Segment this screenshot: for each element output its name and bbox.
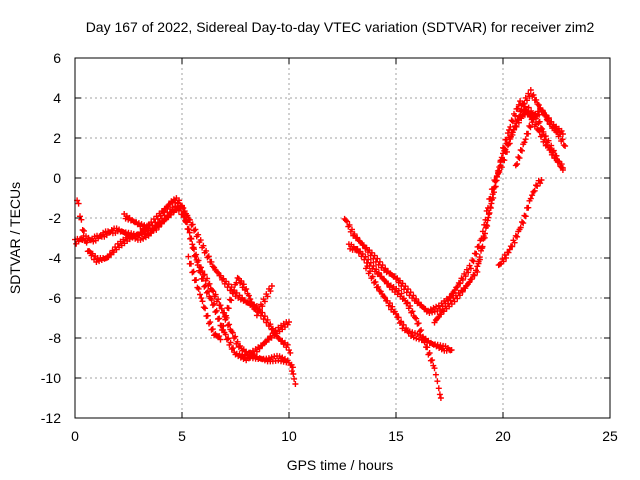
series-markers (512, 105, 569, 169)
y-tick-label: -8 (49, 330, 62, 346)
series-arc-3 (121, 200, 292, 364)
series-arc-4 (185, 253, 275, 343)
y-tick-label: -12 (41, 410, 61, 426)
y-tick-label: 4 (53, 90, 61, 106)
series-arc-7 (363, 263, 455, 354)
plot-frame (74, 57, 611, 419)
y-tick-label: 0 (53, 170, 61, 186)
x-tick-label: 0 (71, 428, 79, 444)
series-markers (363, 263, 455, 354)
x-tick-label: 15 (388, 428, 404, 444)
series-arc-9 (474, 98, 566, 270)
axis-ticks: 0 5 10 15 20 25 -12 -10 -8 -6 -4 -2 0 2 4 6 (41, 50, 618, 444)
series-markers (495, 177, 545, 269)
y-axis-label: SDTVAR / TECUs (7, 182, 23, 294)
x-tick-label: 25 (602, 428, 618, 444)
series-arc-10 (495, 177, 545, 269)
series-markers (185, 253, 275, 343)
x-tick-label: 20 (495, 428, 511, 444)
x-axis-label: GPS time / hours (287, 457, 394, 473)
y-tick-label: -2 (49, 210, 62, 226)
gridlines (75, 58, 610, 418)
x-tick-label: 10 (281, 428, 297, 444)
y-tick-label: -6 (49, 290, 62, 306)
series-arc-11 (512, 105, 569, 169)
y-tick-label: 2 (53, 130, 61, 146)
data-series (72, 87, 569, 401)
y-tick-label: -10 (41, 370, 61, 386)
y-tick-label: -4 (49, 250, 62, 266)
y-tick-label: 6 (53, 50, 61, 66)
x-tick-label: 5 (178, 428, 186, 444)
series-markers (474, 98, 566, 270)
series-markers (121, 200, 292, 364)
chart-title: Day 167 of 2022, Sidereal Day-to-day VTE… (86, 19, 595, 35)
